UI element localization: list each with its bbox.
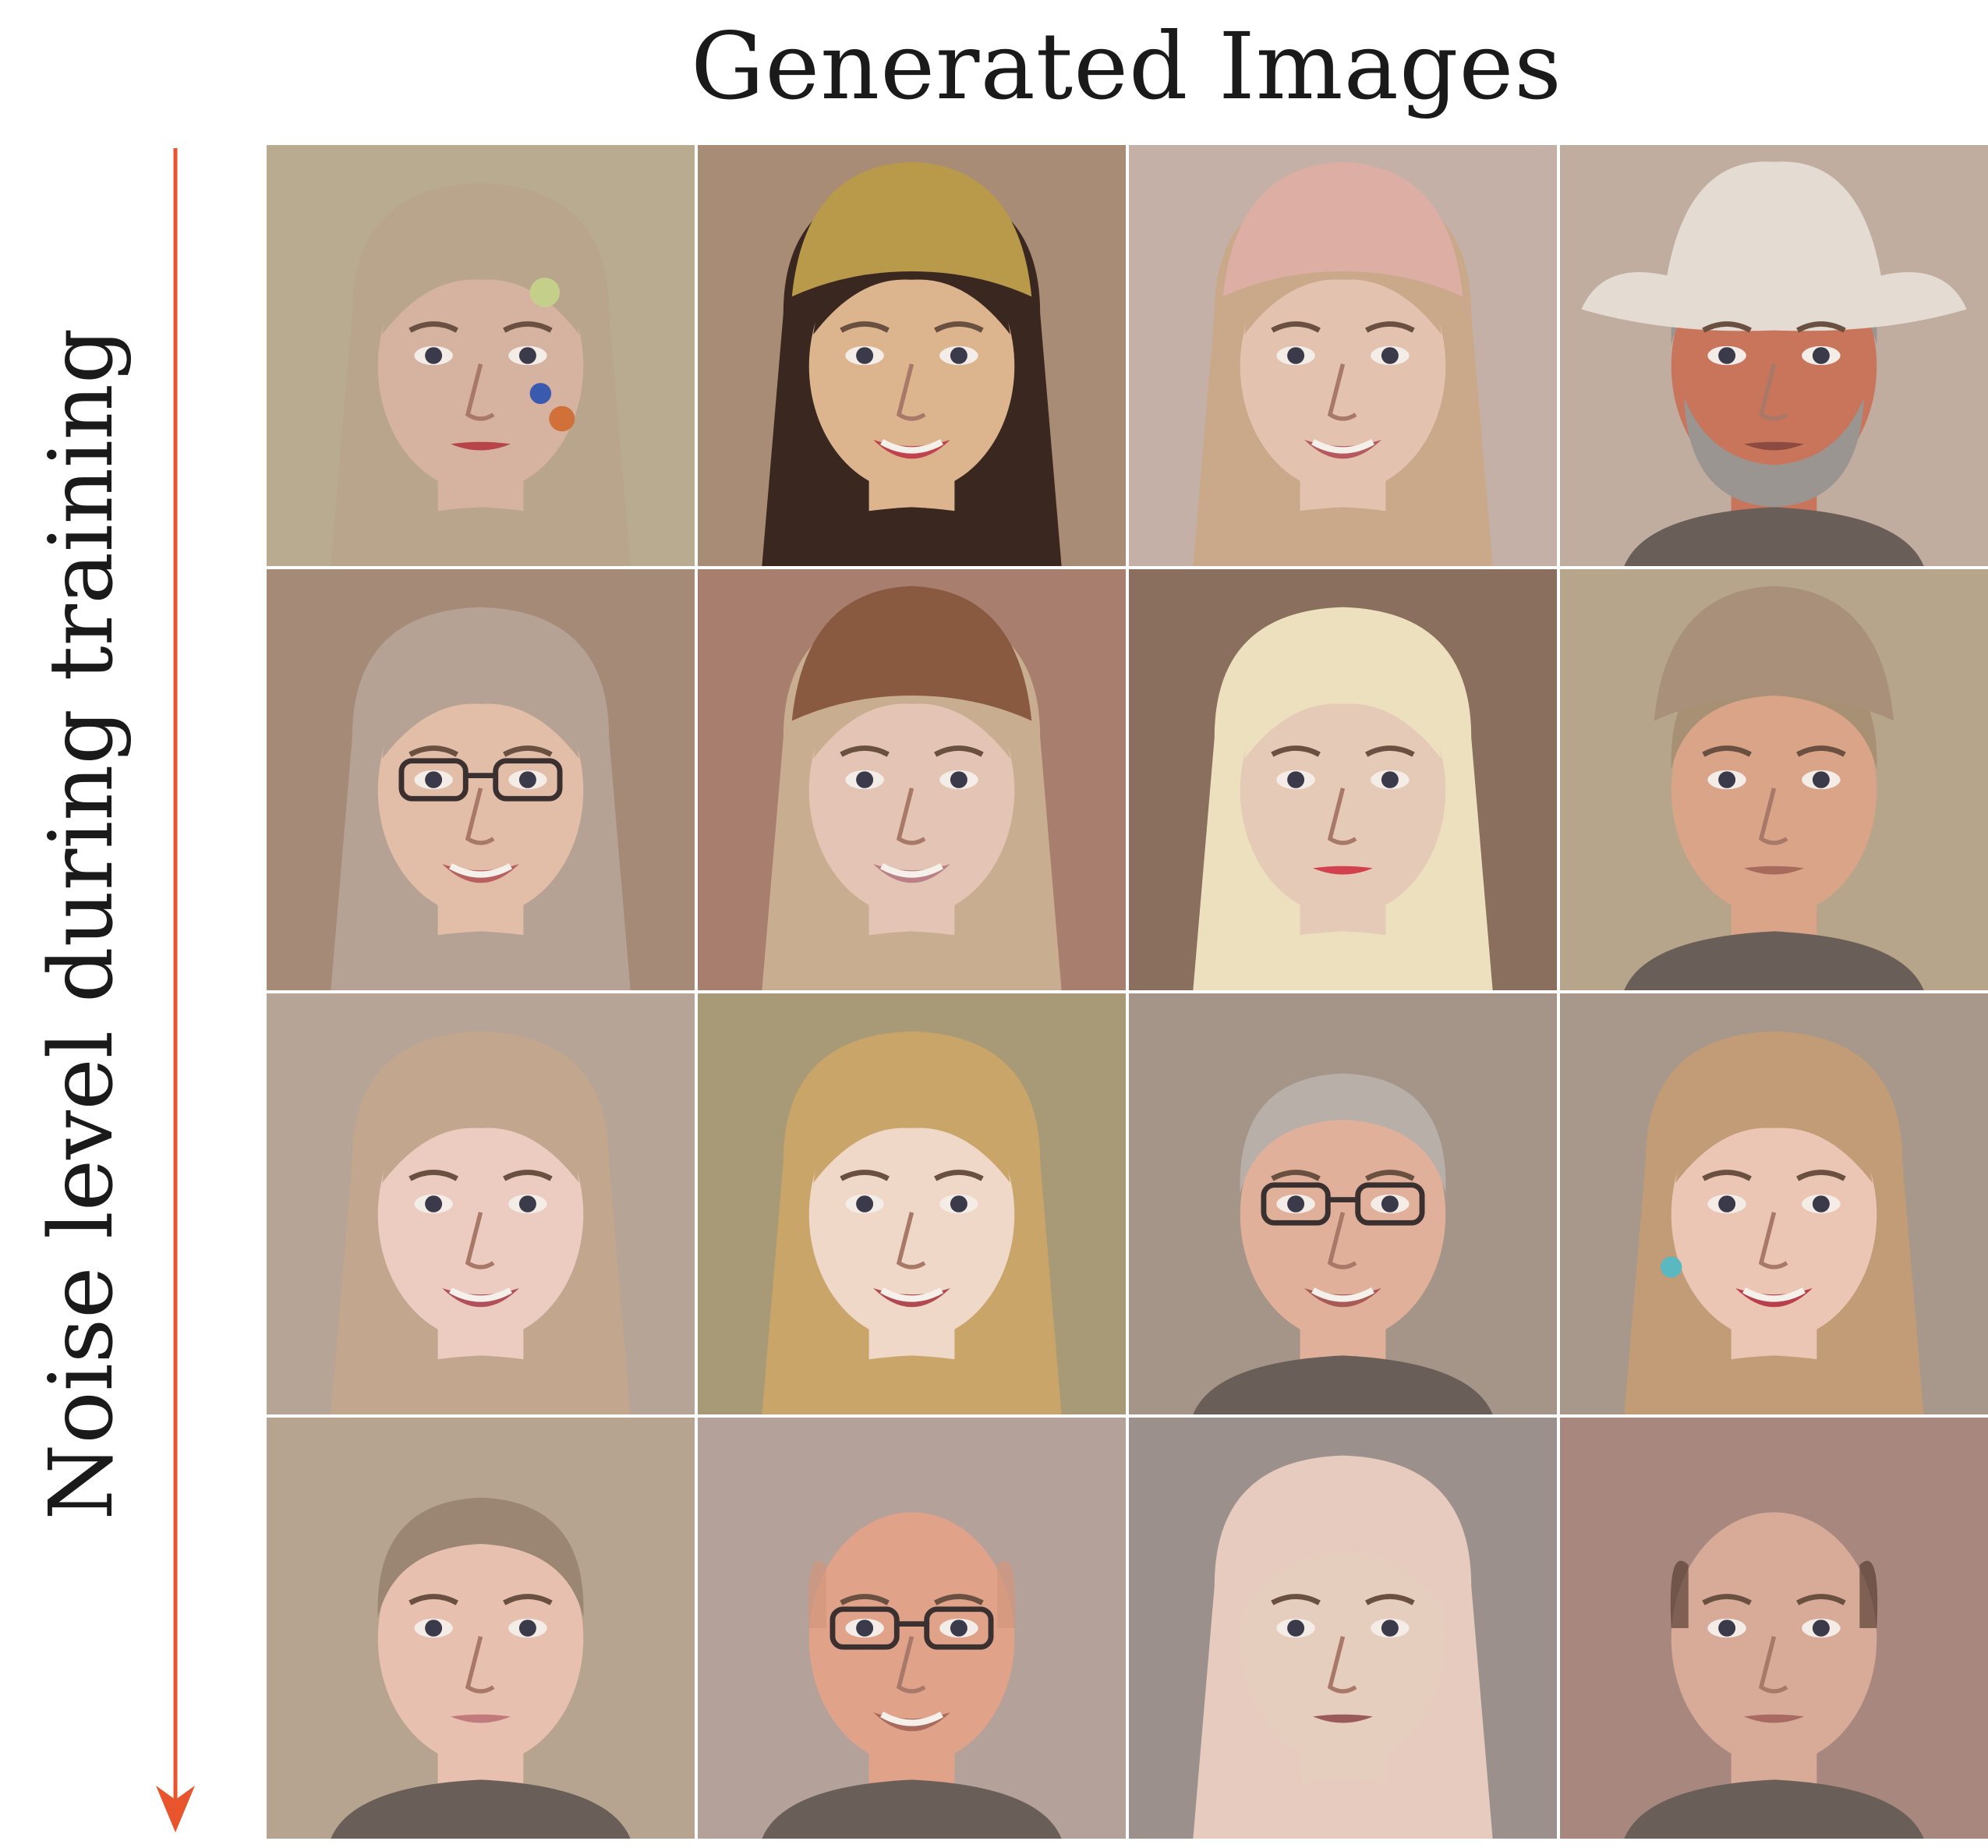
face-man-cowboy-hat-icon [1560, 145, 1988, 566]
generated-images-grid [267, 145, 1988, 1839]
face-girl-smiling-icon [267, 993, 695, 1414]
figure-title: Generated Images [691, 12, 1562, 120]
face-woman-light-hair-icon [1129, 1418, 1557, 1839]
down-arrow-icon [156, 148, 195, 1832]
face-woman-pink-hat-icon [1129, 145, 1557, 566]
face-woman-blonde-bangs-icon [698, 993, 1126, 1414]
face-person-blonde-wig-icon [1129, 569, 1557, 990]
noise-axis-label: Noise level during training [31, 327, 133, 1521]
face-woman-glasses-icon [267, 569, 695, 990]
face-man-shaved-head-icon [1560, 1418, 1988, 1839]
face-woman-headdress-icon [698, 145, 1126, 566]
face-man-fur-hat-icon [1560, 569, 1988, 990]
face-woman-earring-icon [1560, 993, 1988, 1414]
face-man-bald-glasses-icon [698, 1418, 1126, 1839]
face-man-glasses-icon [1129, 993, 1557, 1414]
face-child-face-paint-icon [267, 145, 695, 566]
face-woman-knit-hat-icon [698, 569, 1126, 990]
face-man-short-hair-icon [267, 1418, 695, 1839]
